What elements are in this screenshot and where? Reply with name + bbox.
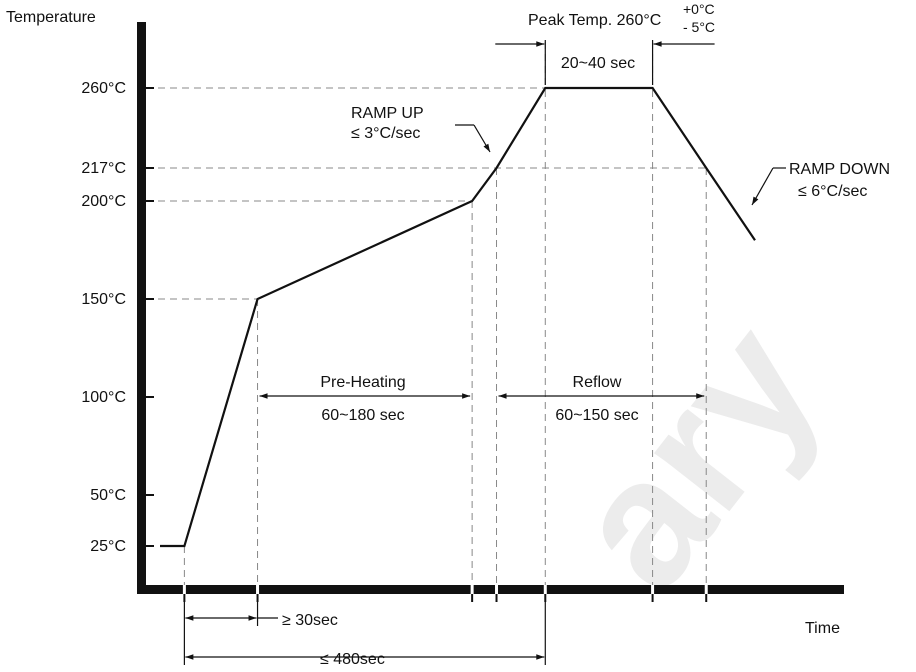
peak-temp-label: Peak Temp. 260°C (528, 12, 661, 29)
peak-duration-label: 20~40 sec (561, 55, 635, 72)
peak-tol-plus: +0°C (683, 1, 715, 17)
y-tick-label: 217°C (81, 160, 126, 177)
x-axis-marker (256, 585, 260, 594)
preheat-title: Pre-Heating (320, 374, 405, 391)
x-axis-title: Time (805, 620, 840, 637)
reflow-duration: 60~150 sec (555, 407, 638, 424)
max-time-label: ≤ 480sec (320, 651, 385, 668)
ramp-up-leader (473, 124, 491, 153)
watermark-text: ary (532, 287, 857, 624)
y-tick-label: 50°C (90, 487, 126, 504)
x-axis (137, 585, 844, 594)
ramp-up-title: RAMP UP (351, 105, 424, 122)
x-axis-marker (470, 585, 474, 594)
ramp-up-rate: ≤ 3°C/sec (351, 125, 420, 142)
y-tick-label: 100°C (81, 389, 126, 406)
ramp-down-title: RAMP DOWN (789, 161, 890, 178)
y-axis (137, 22, 146, 594)
axes (137, 22, 844, 602)
peak-tol-minus: - 5°C (683, 19, 715, 35)
profile-line (160, 86, 756, 548)
x-axis-marker (651, 585, 655, 594)
min-time-label: ≥ 30sec (282, 612, 338, 629)
y-tick-label: 260°C (81, 80, 126, 97)
x-axis-marker (704, 585, 708, 594)
preheat-duration: 60~180 sec (321, 407, 404, 424)
y-tick-label: 150°C (81, 291, 126, 308)
ramp-down-rate: ≤ 6°C/sec (798, 183, 867, 200)
x-axis-marker (543, 585, 547, 594)
dimension-arrows (183, 40, 786, 665)
x-axis-marker (182, 585, 186, 594)
y-axis-title: Temperature (6, 9, 96, 26)
x-axis-marker (495, 585, 499, 594)
reflow-title: Reflow (573, 374, 622, 391)
ramp-down-leader (751, 167, 774, 206)
y-tick-labels: 25°C 50°C 100°C 150°C 200°C 217°C 260°C (81, 80, 126, 555)
temperature-profile (160, 86, 756, 548)
y-tick-label: 200°C (81, 193, 126, 210)
y-tick-label: 25°C (90, 538, 126, 555)
